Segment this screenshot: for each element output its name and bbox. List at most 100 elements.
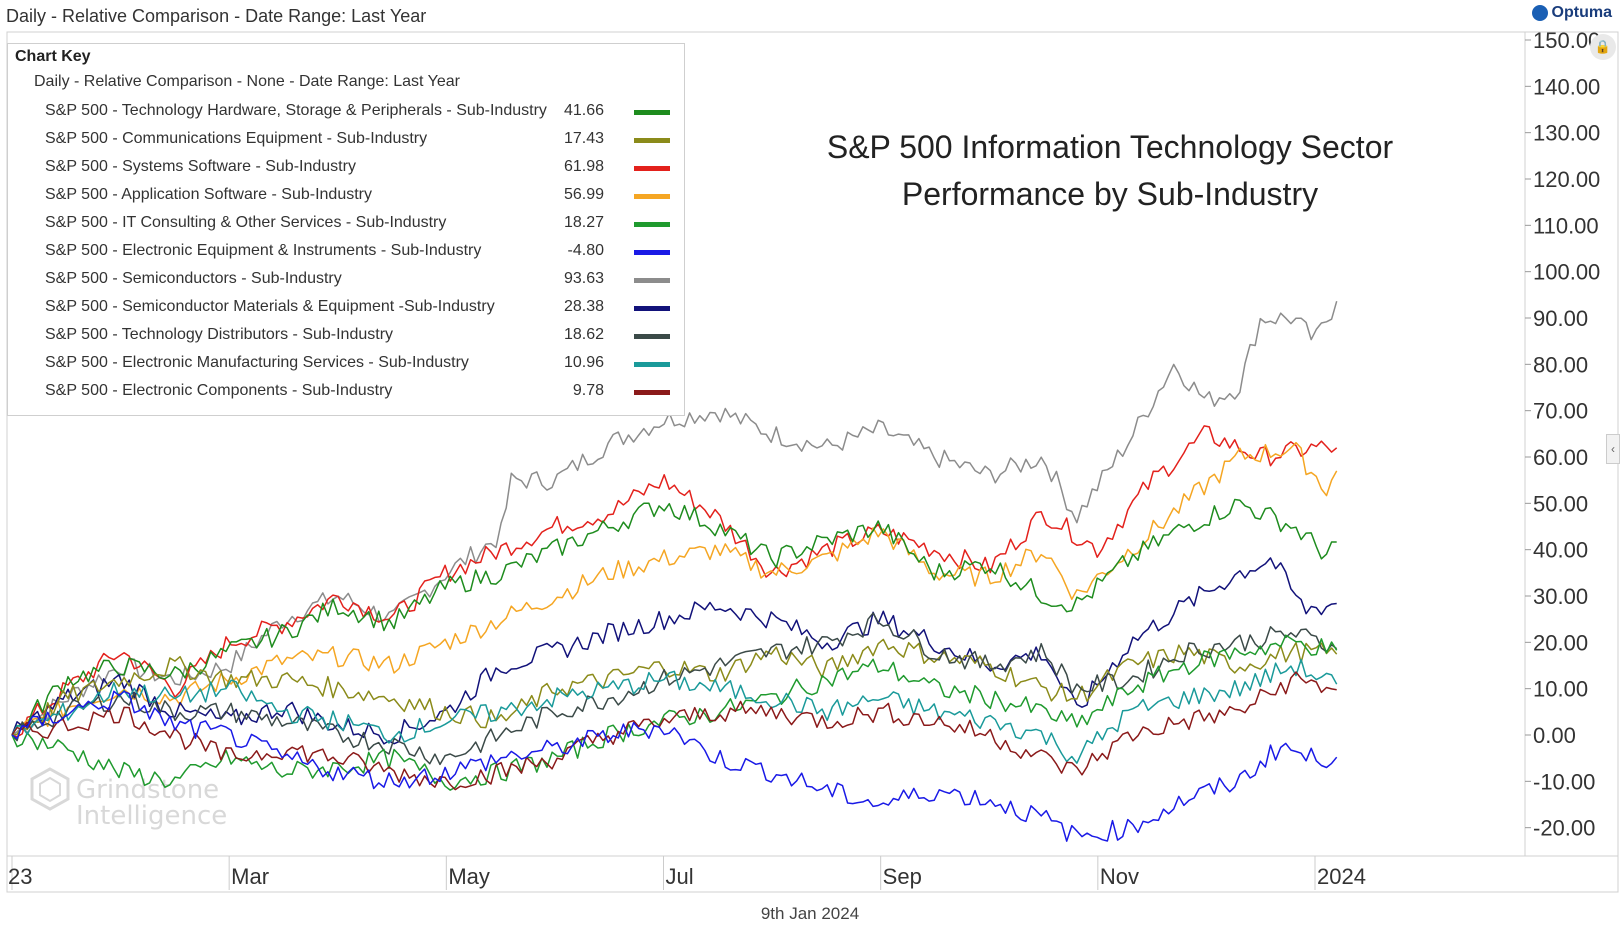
y-tick-label: 110.00 — [1533, 213, 1599, 238]
x-tick-label: Jul — [666, 864, 694, 889]
chart-key-item-swatch — [634, 278, 670, 283]
series-line — [11, 612, 1338, 766]
y-tick-label: 60.00 — [1533, 445, 1588, 470]
x-tick-label: Mar — [231, 864, 269, 889]
x-axis-ticks: 23 Mar May Jul Sep Nov 2024 — [8, 856, 1366, 890]
chart-header-title: Daily - Relative Comparison - Date Range… — [6, 6, 427, 26]
chart-key-item-swatch — [634, 194, 670, 199]
y-tick-label: 80.00 — [1533, 352, 1588, 377]
watermark-line2: Intelligence — [76, 801, 227, 831]
lock-icon[interactable]: 🔒 — [1590, 34, 1616, 60]
y-tick-label: 20.00 — [1533, 630, 1588, 655]
chart-date-footer: 9th Jan 2024 — [760, 904, 860, 923]
chart-key-item: S&P 500 - Technology Distributors - Sub-… — [8, 323, 684, 349]
chart-key-item-name: S&P 500 - Technology Hardware, Storage &… — [45, 102, 547, 119]
watermark-hexagon-inner-icon — [39, 776, 61, 803]
y-tick-label: 120.00 — [1533, 167, 1600, 192]
series-line — [11, 690, 1338, 842]
chart-key-item: S&P 500 - Application Software - Sub-Ind… — [8, 183, 684, 209]
chart-key-item: S&P 500 - Electronic Equipment & Instrum… — [8, 239, 684, 265]
y-tick-label: 70.00 — [1533, 399, 1588, 424]
chart-key-item-value: 41.66 — [563, 102, 604, 119]
chart-key-item-value: 93.63 — [563, 270, 604, 287]
chart-key-item-value: 28.38 — [563, 298, 604, 315]
y-tick-label: 150.00 — [1533, 28, 1600, 53]
chart-key-item-value: -4.80 — [567, 242, 604, 259]
chart-key-item: S&P 500 - Systems Software - Sub-Industr… — [8, 155, 684, 181]
chart-key-item-name: S&P 500 - Electronic Components - Sub-In… — [45, 382, 393, 399]
y-tick-label: 40.00 — [1533, 538, 1588, 563]
y-tick-label: -20.00 — [1533, 816, 1595, 841]
chart-key-item-swatch — [634, 362, 670, 367]
chart-key-item-name: S&P 500 - Communications Equipment - Sub… — [45, 130, 428, 147]
chart-key-item: S&P 500 - Electronic Components - Sub-In… — [8, 379, 684, 405]
series-line — [11, 671, 1337, 791]
collapse-panel-chevron-icon[interactable]: ‹ — [1606, 434, 1620, 464]
brand-mark-icon — [1531, 5, 1548, 21]
chart-key-item-value: 10.96 — [563, 354, 604, 371]
y-tick-label: 90.00 — [1533, 306, 1588, 331]
chart-key-item-name: S&P 500 - Application Software - Sub-Ind… — [45, 186, 372, 203]
y-tick-label: 130.00 — [1533, 121, 1600, 146]
brand-logo: Optuma — [1531, 4, 1612, 22]
watermark-line1: Grindstone — [76, 775, 219, 805]
series-line — [11, 498, 1337, 736]
series-line — [11, 658, 1338, 764]
chart-key-item-name: S&P 500 - Electronic Manufacturing Servi… — [45, 354, 469, 371]
chart-key-item-swatch — [634, 306, 670, 311]
chart-key-item-name: S&P 500 - IT Consulting & Other Services… — [45, 214, 447, 231]
chart-key-item-name: S&P 500 - Electronic Equipment & Instrum… — [45, 242, 482, 259]
chart-key-item-name: S&P 500 - Semiconductors - Sub-Industry — [45, 270, 342, 287]
y-tick-label: 10.00 — [1533, 677, 1588, 702]
chart-key-item-name: S&P 500 - Semiconductor Materials & Equi… — [45, 298, 495, 315]
y-tick-label: 50.00 — [1533, 491, 1588, 516]
series-line — [11, 300, 1338, 736]
chart-key-item-swatch — [634, 250, 670, 255]
chart-key-title: Chart Key — [15, 48, 91, 65]
chart-key-item-value: 18.62 — [563, 326, 604, 343]
chart-key-item-value: 56.99 — [563, 186, 604, 203]
y-tick-label: 100.00 — [1533, 260, 1600, 285]
chart-key-item-value: 9.78 — [572, 382, 604, 399]
chart-key-item-swatch — [634, 334, 670, 339]
chart-key-item-value: 17.43 — [563, 130, 604, 147]
watermark: Grindstone Intelligence — [30, 767, 227, 831]
series-line — [11, 638, 1338, 736]
series-line — [11, 441, 1338, 736]
chart-key-item-name: S&P 500 - Systems Software - Sub-Industr… — [45, 158, 356, 175]
x-tick-label: May — [448, 864, 490, 889]
chart-key-subtitle: Daily - Relative Comparison - None - Dat… — [34, 73, 460, 90]
series-line — [11, 557, 1337, 745]
x-tick-label: Sep — [883, 864, 922, 889]
chart-title-line2: Performance by Sub-Industry — [902, 176, 1318, 212]
x-tick-label: 2024 — [1317, 864, 1366, 889]
y-tick-label: 0.00 — [1533, 723, 1576, 748]
series-line — [11, 634, 1338, 791]
chart-key-item-name: S&P 500 - Technology Distributors - Sub-… — [45, 326, 394, 343]
chart-key-item: S&P 500 - Communications Equipment - Sub… — [8, 127, 684, 153]
chart-title-line1: S&P 500 Information Technology Sector — [827, 129, 1394, 165]
y-axis-ticks: 150.00 140.00 130.00 120.00 110.00 100.00 90.0… — [1525, 28, 1600, 841]
chart-key-item-swatch — [634, 222, 670, 227]
chart-key-item: S&P 500 - Technology Hardware, Storage &… — [8, 99, 684, 125]
y-tick-label: 30.00 — [1533, 584, 1588, 609]
chart-key-item-value: 61.98 — [563, 158, 604, 175]
chart-key-panel: Chart Key Daily - Relative Comparison - … — [7, 43, 685, 416]
chart-key-item: S&P 500 - Electronic Manufacturing Servi… — [8, 351, 684, 377]
watermark-hexagon-icon — [30, 767, 70, 811]
chart-key-item-swatch — [634, 166, 670, 171]
brand-name: Optuma — [1551, 4, 1612, 21]
x-tick-label: Nov — [1100, 864, 1139, 889]
chart-key-item: S&P 500 - Semiconductors - Sub-Industry 9… — [8, 267, 684, 293]
chart-key-item-swatch — [634, 390, 670, 395]
y-tick-label: 140.00 — [1533, 74, 1600, 99]
x-tick-label: 23 — [8, 864, 32, 889]
chart-key-item: S&P 500 - IT Consulting & Other Services… — [8, 211, 684, 237]
chart-key-item-swatch — [634, 138, 670, 143]
chart-key-item-value: 18.27 — [563, 214, 604, 231]
series-line — [11, 425, 1338, 738]
series-lines — [11, 300, 1338, 842]
chart-key-item-swatch — [634, 110, 670, 115]
y-tick-label: -10.00 — [1533, 769, 1595, 794]
